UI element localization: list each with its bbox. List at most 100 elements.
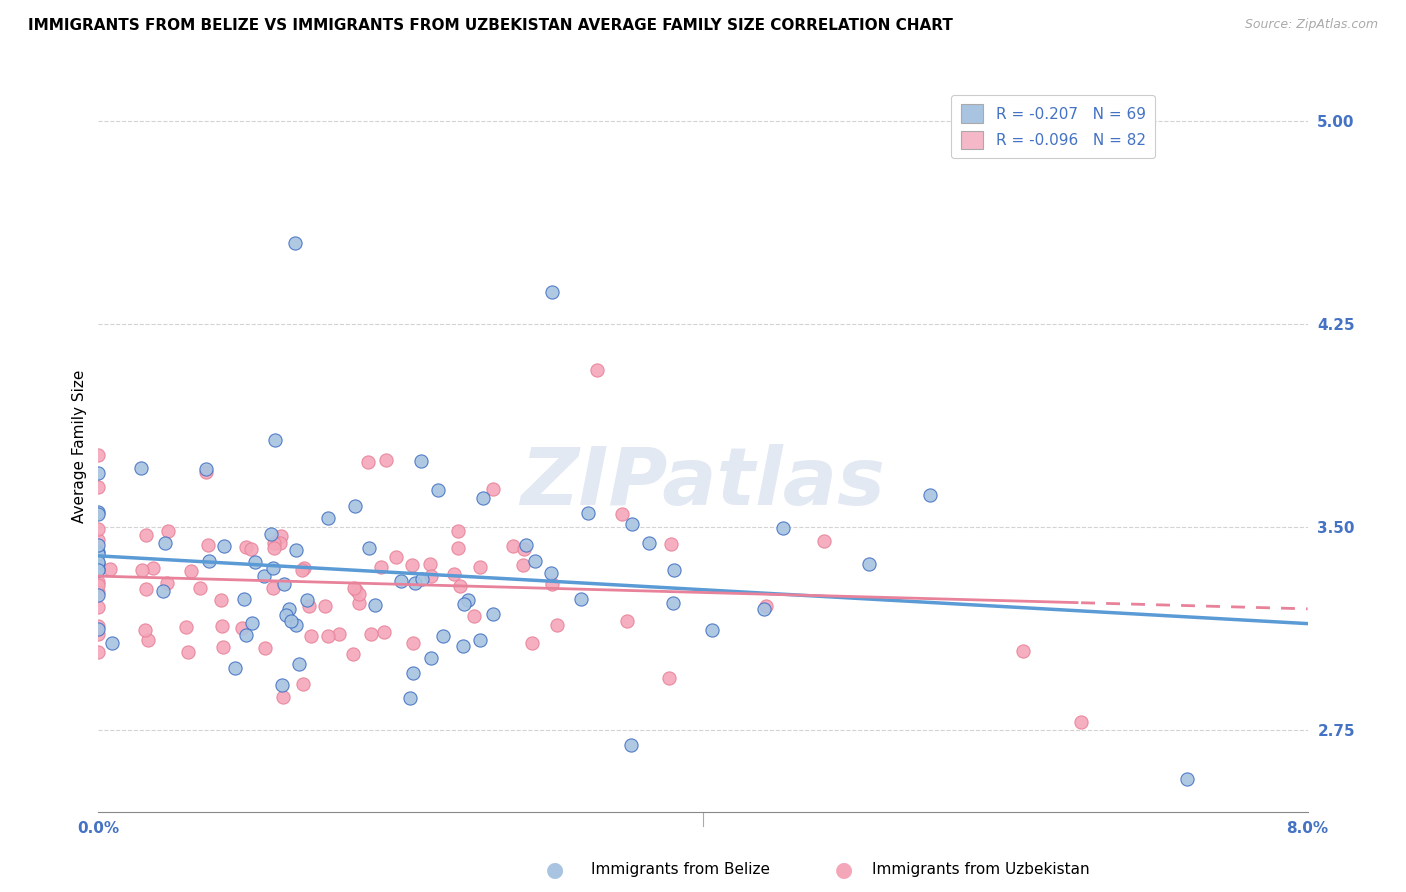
Point: [277, 601, 299, 615]
Point: [621, 516, 644, 531]
Point: [616, 615, 638, 629]
Point: [401, 558, 423, 573]
Point: [224, 661, 246, 675]
Point: [269, 535, 291, 549]
Point: [662, 563, 685, 577]
Point: [472, 491, 495, 505]
Point: [420, 569, 443, 583]
Point: [87, 562, 110, 576]
Point: [457, 592, 479, 607]
Point: [918, 488, 941, 502]
Point: [176, 620, 198, 634]
Point: [142, 560, 165, 574]
Point: [586, 363, 609, 377]
Point: [87, 544, 110, 558]
Point: [87, 562, 110, 576]
Point: [541, 577, 564, 591]
Point: [404, 575, 426, 590]
Point: [453, 597, 475, 611]
Point: [291, 562, 314, 576]
Point: [135, 582, 157, 596]
Point: [101, 636, 124, 650]
Point: [470, 632, 492, 647]
Point: [235, 541, 257, 555]
Point: [502, 539, 524, 553]
Point: [402, 635, 425, 649]
Point: [274, 608, 297, 623]
Point: [659, 537, 682, 551]
Point: [427, 483, 450, 498]
Point: [262, 581, 284, 595]
Point: [1175, 772, 1198, 787]
Point: [754, 601, 776, 615]
Text: Immigrants from Uzbekistan: Immigrants from Uzbekistan: [872, 863, 1090, 877]
Point: [270, 529, 292, 543]
Point: [515, 538, 537, 552]
Point: [285, 543, 308, 558]
Point: [197, 538, 219, 552]
Point: [347, 587, 370, 601]
Point: [772, 521, 794, 535]
Point: [195, 461, 218, 475]
Point: [87, 574, 110, 589]
Point: [153, 536, 176, 550]
Point: [209, 593, 232, 607]
Point: [447, 541, 470, 555]
Point: [263, 541, 285, 556]
Point: [316, 629, 339, 643]
Point: [409, 454, 432, 468]
Point: [264, 433, 287, 447]
Text: Source: ZipAtlas.com: Source: ZipAtlas.com: [1244, 18, 1378, 31]
Y-axis label: Average Family Size: Average Family Size: [72, 369, 87, 523]
Point: [344, 582, 367, 597]
Point: [211, 640, 233, 654]
Point: [522, 636, 544, 650]
Point: [1012, 644, 1035, 658]
Point: [443, 567, 465, 582]
Point: [420, 650, 443, 665]
Point: [858, 557, 880, 571]
Point: [1070, 715, 1092, 730]
Point: [512, 542, 534, 557]
Point: [661, 596, 683, 610]
Point: [87, 600, 110, 615]
Point: [385, 550, 408, 565]
Point: [318, 511, 340, 525]
Point: [87, 563, 110, 577]
Point: [214, 539, 236, 553]
Point: [449, 579, 471, 593]
Point: [87, 547, 110, 561]
Point: [136, 632, 159, 647]
Legend: R = -0.207   N = 69, R = -0.096   N = 82: R = -0.207 N = 69, R = -0.096 N = 82: [952, 95, 1154, 159]
Point: [343, 499, 366, 513]
Point: [87, 588, 110, 602]
Point: [156, 576, 179, 591]
Point: [87, 618, 110, 632]
Point: [285, 617, 308, 632]
Point: [129, 460, 152, 475]
Point: [231, 621, 253, 635]
Point: [295, 593, 318, 607]
Point: [284, 235, 307, 250]
Point: [524, 554, 547, 568]
Point: [262, 560, 284, 574]
Point: [87, 555, 110, 569]
Point: [569, 592, 592, 607]
Point: [463, 608, 485, 623]
Point: [402, 665, 425, 680]
Point: [813, 533, 835, 548]
Point: [87, 626, 110, 640]
Point: [87, 505, 110, 519]
Point: [253, 568, 276, 582]
Point: [374, 452, 396, 467]
Point: [360, 627, 382, 641]
Point: [451, 639, 474, 653]
Point: [263, 536, 285, 550]
Point: [152, 584, 174, 599]
Point: [134, 623, 156, 637]
Point: [270, 678, 292, 692]
Point: [240, 615, 263, 630]
Point: [195, 465, 218, 479]
Point: [87, 562, 110, 576]
Point: [135, 528, 157, 542]
